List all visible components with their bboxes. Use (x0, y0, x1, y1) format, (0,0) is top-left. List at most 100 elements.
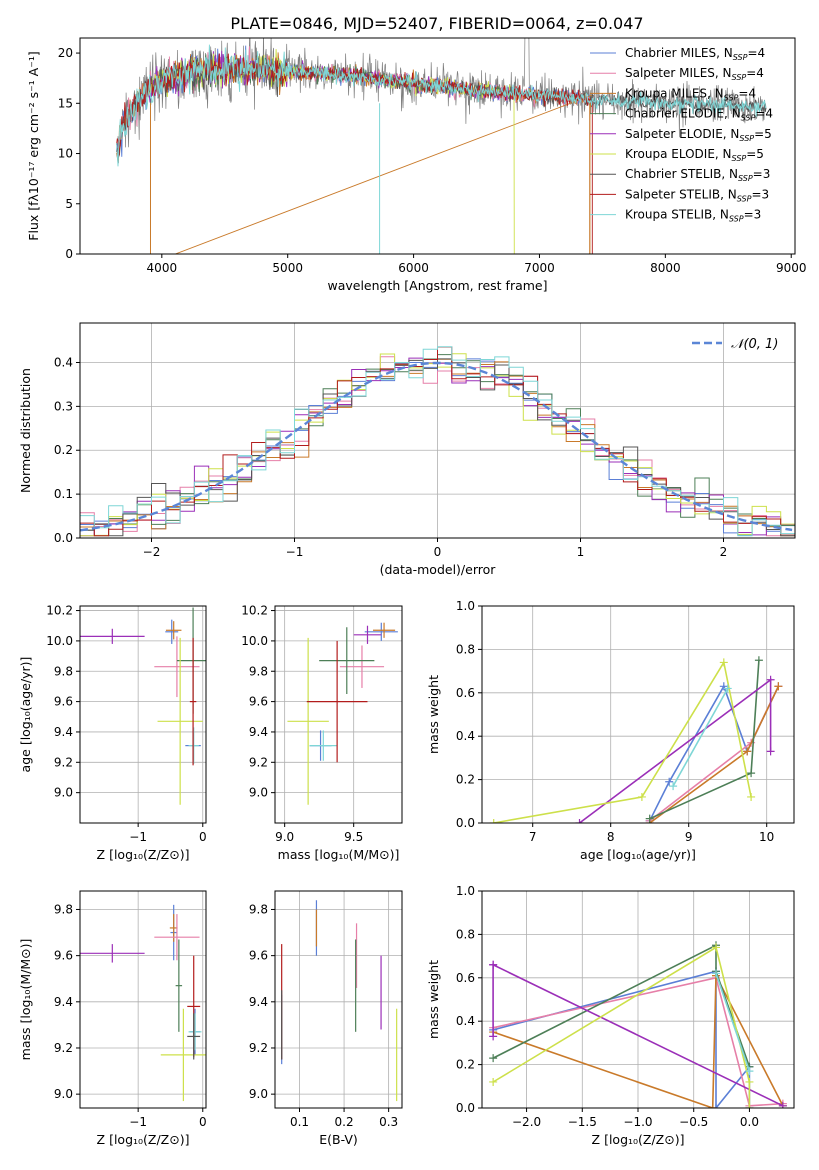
mass-weight-marker (766, 747, 775, 756)
mass-weight-marker (489, 1054, 498, 1063)
y-tick-label: 9.6 (249, 695, 268, 709)
x-axis-label: E(B-V) (319, 1132, 358, 1147)
legend-label-main: Kroupa MILES, N (625, 86, 724, 100)
legend-label-sub: SSP (741, 114, 756, 123)
x-tick-label: 2 (720, 545, 728, 559)
legend-label: 𝒩(0, 1) (731, 337, 778, 352)
x-tick-label: 4000 (147, 261, 178, 275)
y-tick-label: 0.4 (54, 355, 73, 369)
x-tick-label: 5000 (272, 261, 303, 275)
y-tick-label: 9.2 (249, 1041, 268, 1055)
mass-weight-marker (745, 1067, 754, 1076)
x-tick-label: −1.0 (623, 1115, 652, 1129)
panel-age-vs-Z: −1 0 9.0 9.2 9.4 9.6 9.8 10.0 10.2 Z [log₁₀(Z/Z⊙)… (18, 604, 207, 862)
age-vs-mass-plot-area (275, 606, 402, 823)
x-axis-label: (data-model)/error (380, 562, 497, 577)
residuals-legend: 𝒩(0, 1) (692, 337, 778, 352)
legend-label-main: Chabrier ELODIE, N (625, 107, 741, 121)
y-tick-label: 0.1 (54, 487, 73, 501)
y-tick-label: 0.4 (456, 1014, 475, 1028)
y-tick-label: 9.4 (249, 995, 268, 1009)
legend-label-tail: =3 (744, 208, 762, 222)
mass-weight-marker (489, 960, 498, 969)
x-tick-label: −1.5 (568, 1115, 597, 1129)
spectrum-series-line (116, 44, 767, 167)
legend-label-tail: =4 (738, 86, 756, 100)
y-tick-label: 0.4 (456, 729, 475, 743)
legend-label: Chabrier MILES, NSSP=4 (625, 46, 765, 62)
x-tick-label: 0 (434, 545, 442, 559)
x-tick-label: 9.0 (275, 830, 294, 844)
mass-vs-EBV-plot-area (275, 891, 402, 1108)
mass-weight-marker (766, 675, 775, 684)
x-tick-label: 8000 (650, 261, 681, 275)
legend-label-main: Salpeter ELODIE, N (625, 127, 739, 141)
x-tick-label: 0 (199, 1115, 207, 1129)
spectrum-plot-area (116, 38, 767, 254)
legend-label-sub: SSP (724, 93, 739, 102)
legend-label-tail: =4 (747, 46, 765, 60)
y-tick-label: 9.8 (249, 902, 268, 916)
mass-weight-line (493, 660, 752, 823)
x-tick-label: 0.2 (335, 1115, 354, 1129)
y-tick-label: 0.0 (54, 531, 73, 545)
y-axis-label: mass weight (426, 675, 441, 754)
y-axis-label: mass [log₁₀(M/M⊙)] (18, 939, 33, 1061)
legend-label-tail: =5 (746, 147, 764, 161)
y-tick-label: 0.6 (456, 971, 475, 985)
panel-mass-vs-EBV: 0.1 0.2 0.3 9.0 9.2 9.4 9.6 9.8 E(B-V) (249, 890, 403, 1147)
mass-weight-marker (774, 682, 783, 691)
y-tick-label: 9.8 (54, 902, 73, 916)
mass-weight-marker (575, 819, 584, 823)
x-tick-label: 0 (199, 830, 207, 844)
mass-weight-marker (778, 1101, 787, 1108)
mass-weight-line (492, 943, 751, 1068)
y-tick-label: 0.0 (456, 816, 475, 830)
y-axis-label: age [log₁₀(age/yr)] (18, 657, 33, 773)
legend-label-main: Chabrier MILES, N (625, 46, 733, 60)
x-axis-label: wavelength [Angstrom, rest frame] (327, 278, 547, 293)
y-tick-label: 10.0 (46, 634, 73, 648)
x-tick-label: 0.0 (740, 1115, 759, 1129)
x-tick-label: −1 (286, 545, 304, 559)
legend-label-main: Chabrier STELIB, N (625, 167, 738, 181)
x-tick-label: −1 (129, 1115, 147, 1129)
x-tick-label: 1 (577, 545, 585, 559)
y-tick-label: 0.0 (456, 1101, 475, 1115)
y-tick-label: 0.2 (456, 1058, 475, 1072)
y-axis-label: Flux [fλ10⁻¹⁷ erg cm⁻² s⁻¹ A⁻¹] (26, 51, 41, 240)
legend-label-tail: =3 (753, 167, 771, 181)
y-tick-label: 0.8 (456, 927, 475, 941)
x-axis-label: Z [log₁₀(Z/Z⊙)] (97, 847, 190, 862)
x-tick-label: 9.5 (344, 830, 363, 844)
y-tick-label: 10.2 (46, 604, 73, 618)
legend-label-main: Salpeter STELIB, N (625, 187, 737, 201)
y-tick-label: 10.2 (241, 604, 268, 618)
y-tick-label: 1.0 (456, 599, 475, 613)
y-tick-label: 0 (65, 247, 73, 261)
x-tick-label: −0.5 (679, 1115, 708, 1129)
legend-label: Salpeter STELIB, NSSP=3 (625, 187, 769, 203)
legend-label-sub: SSP (732, 154, 747, 163)
y-tick-label: 10 (58, 147, 73, 161)
legend-label-main: Salpeter MILES, N (625, 66, 732, 80)
y-tick-label: 9.8 (54, 664, 73, 678)
age-vs-Z-frame (79, 605, 207, 824)
legend-label: Kroupa STELIB, NSSP=3 (625, 208, 761, 224)
mass-weight-marker (637, 792, 646, 801)
x-tick-label: 7000 (524, 261, 555, 275)
mass-vs-Z-frame (79, 890, 207, 1109)
legend-label-sub: SSP (729, 215, 744, 224)
y-tick-label: 0.2 (456, 773, 475, 787)
panel-residuals: 𝒩(0, 1) −2 −1 0 1 2 0.0 0.1 0.2 0.3 0.4 (data-model… (18, 322, 796, 577)
mass-weight-marker (645, 814, 654, 823)
x-tick-label: 6000 (398, 261, 429, 275)
mass-weight-marker (669, 782, 678, 791)
mass-weight-vs-Z-plot-area (482, 891, 794, 1108)
x-tick-label: −1 (129, 830, 147, 844)
legend-label: Kroupa ELODIE, NSSP=5 (625, 147, 764, 163)
legend-label-sub: SSP (733, 53, 748, 62)
legend-label: Kroupa MILES, NSSP=4 (625, 86, 756, 102)
mass-weight-vs-age-plot-area (482, 606, 794, 823)
